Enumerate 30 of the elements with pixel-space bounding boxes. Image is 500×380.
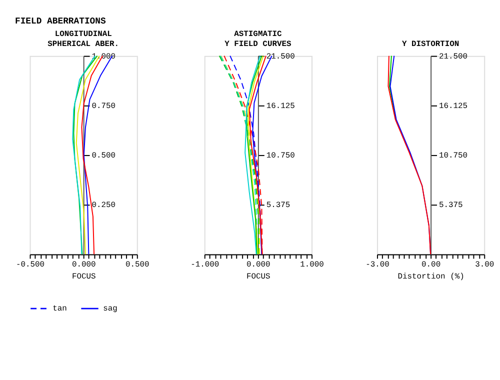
x-tick-label: 0.000 [246,260,271,270]
text: FIELD ABERRATIONS [14,16,106,27]
y-tick-label: 16.125 [438,102,468,111]
line-series [83,55,113,255]
y-tick-label: 5.375 [438,201,464,210]
y-tick-label: 10.750 [438,152,468,161]
y-tick-label: 21.500 [438,52,468,62]
x-tick-label: 0.00 [422,260,441,270]
x-tick-label: -0.500 [16,260,45,270]
y-tick-label: 0.500 [92,152,116,161]
x-axis-title: Distortion (%) [398,272,464,282]
y-tick-label: 10.750 [266,152,296,161]
y-tick-label: 16.125 [266,102,296,111]
x-tick-label: -1.000 [190,260,220,270]
x-tick-label: -3.00 [366,260,390,270]
legend-label: sag [103,304,118,314]
y-tick-label: 0.250 [92,201,116,210]
y-tick-label: 5.375 [266,201,290,210]
x-axis-title: FOCUS [246,272,271,282]
x-tick-label: 0.000 [72,260,96,270]
x-axis-title: FOCUS [72,272,96,282]
chart-title: ASTIGMATIC Y FIELD CURVES [224,30,292,49]
chart-title: Y DISTORTION [402,40,460,49]
x-tick-label: 0.500 [126,260,150,270]
legend-label: tan [52,304,68,314]
x-tick-label: 1.000 [300,260,324,270]
chart-title: LONGITUDINAL SPHERICAL ABER. [48,30,119,49]
y-tick-label: 21.500 [266,52,296,62]
y-tick-label: 0.750 [92,102,116,111]
x-tick-label: 3.00 [475,260,494,270]
